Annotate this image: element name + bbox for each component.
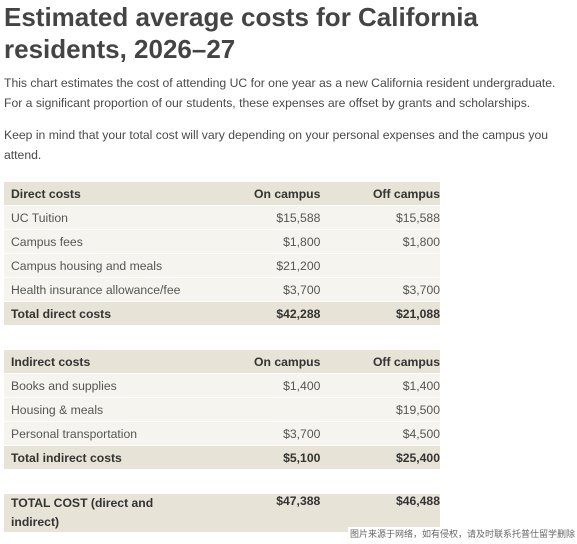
table-row: Campus fees $1,800 $1,800	[4, 229, 440, 254]
column-header-item: Direct costs	[4, 182, 205, 206]
on-campus-value: $1,400	[204, 373, 321, 398]
off-campus-value: $15,588	[320, 205, 440, 230]
off-campus-value: $1,800	[320, 229, 440, 254]
on-campus-value: $3,700	[204, 421, 321, 446]
table-row: Books and supplies $1,400 $1,400	[4, 373, 440, 398]
column-header-off-campus: Off campus	[320, 350, 440, 374]
off-campus-value: $19,500	[320, 397, 440, 422]
grand-total-row: TOTAL COST (direct and indirect) $47,388…	[4, 494, 440, 533]
cost-item-label: Books and supplies	[4, 373, 205, 398]
column-header-off-campus: Off campus	[320, 182, 440, 206]
total-row: Total direct costs $42,288 $21,088	[4, 301, 440, 326]
total-on-campus-value: $42,288	[204, 301, 321, 326]
total-row: Total indirect costs $5,100 $25,400	[4, 445, 440, 470]
direct-costs-table: Direct costs On campus Off campus UC Tui…	[4, 182, 440, 326]
grand-total-on-campus-value: $47,388	[204, 494, 321, 533]
indirect-costs-table: Indirect costs On campus Off campus Book…	[4, 350, 440, 470]
cost-item-label: Health insurance allowance/fee	[4, 277, 205, 302]
table-row: Personal transportation $3,700 $4,500	[4, 421, 440, 446]
grand-total-label: TOTAL COST (direct and indirect)	[4, 494, 205, 533]
watermark: 图片来源于网络，如有侵权，请及时联系托普仕留学删除	[347, 527, 577, 540]
grand-total-table: TOTAL COST (direct and indirect) $47,388…	[4, 494, 440, 533]
table-row: Housing & meals $19,500	[4, 397, 440, 422]
off-campus-value: $4,500	[320, 421, 440, 446]
total-label: Total direct costs	[4, 301, 205, 326]
table-header-row: Indirect costs On campus Off campus	[4, 350, 440, 374]
off-campus-value	[320, 253, 440, 278]
total-label: Total indirect costs	[4, 445, 205, 470]
on-campus-value: $15,588	[204, 205, 321, 230]
cost-item-label: Campus fees	[4, 229, 205, 254]
total-on-campus-value: $5,100	[204, 445, 321, 470]
on-campus-value: $21,200	[204, 253, 321, 278]
table-row: Health insurance allowance/fee $3,700 $3…	[4, 277, 440, 302]
cost-item-label: Personal transportation	[4, 421, 205, 446]
cost-item-label: UC Tuition	[4, 205, 205, 230]
off-campus-value: $3,700	[320, 277, 440, 302]
intro-paragraph: This chart estimates the cost of attendi…	[4, 76, 556, 110]
column-header-item: Indirect costs	[4, 350, 205, 374]
total-off-campus-value: $21,088	[320, 301, 440, 326]
total-off-campus-value: $25,400	[320, 445, 440, 470]
table-header-row: Direct costs On campus Off campus	[4, 182, 440, 206]
on-campus-value: $3,700	[204, 277, 321, 302]
on-campus-value	[204, 397, 321, 422]
table-row: UC Tuition $15,588 $15,588	[4, 205, 440, 230]
table-row: Campus housing and meals $21,200	[4, 253, 440, 278]
column-header-on-campus: On campus	[204, 350, 321, 374]
note-paragraph: Keep in mind that your total cost will v…	[4, 128, 549, 162]
on-campus-value: $1,800	[204, 229, 321, 254]
page-title: Estimated average costs for California r…	[4, 2, 478, 64]
off-campus-value: $1,400	[320, 373, 440, 398]
cost-item-label: Campus housing and meals	[4, 253, 205, 278]
grand-total-off-campus-value: $46,488	[320, 494, 440, 533]
cost-item-label: Housing & meals	[4, 397, 205, 422]
column-header-on-campus: On campus	[204, 182, 321, 206]
